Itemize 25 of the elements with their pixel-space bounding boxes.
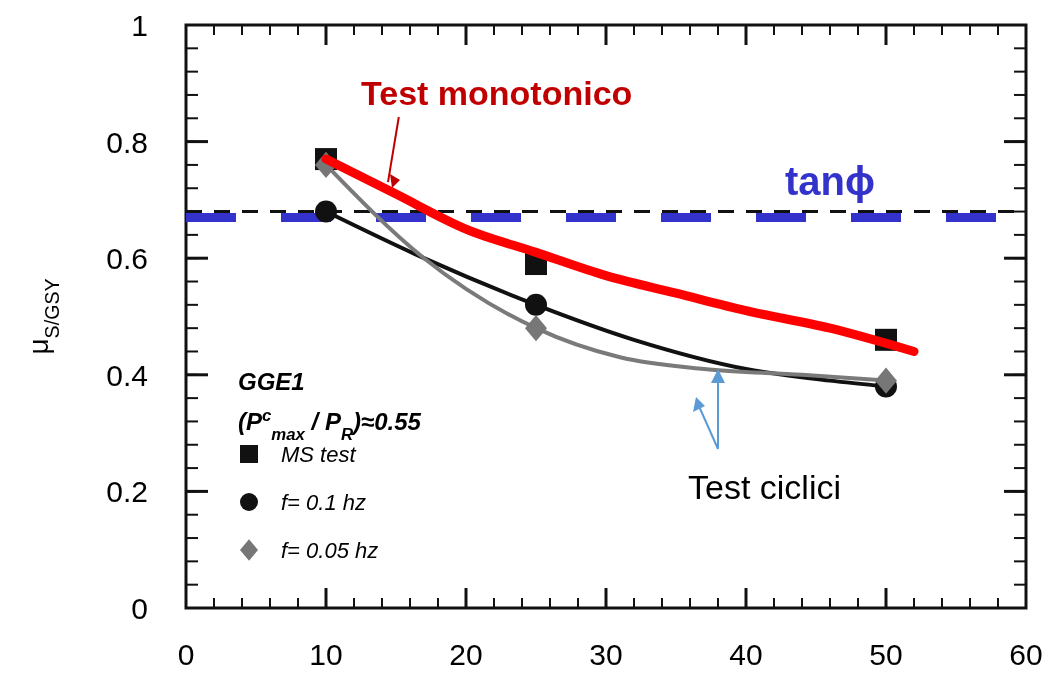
y-tick-label: 0.6 — [106, 242, 148, 276]
legend-label: MS test — [281, 442, 357, 467]
annotation: Test ciclici — [688, 467, 842, 506]
legend-label: f= 0.05 hz — [281, 538, 379, 563]
ref-line-label: tanϕ — [785, 159, 875, 204]
legend-title: GGE1 — [238, 368, 305, 395]
annotation: (P$^{c}$$_{max}$ / P$_{R}$)≈0.55 — [238, 405, 422, 444]
point — [875, 367, 897, 394]
x-tick-label: 40 — [729, 638, 763, 671]
y-tick-label: 0 — [131, 592, 148, 625]
point — [525, 314, 547, 342]
y-tick-label: 0.2 — [106, 475, 148, 509]
y-tick-label: 0.4 — [106, 358, 148, 392]
legend-label: f= 0.1 hz — [281, 490, 367, 515]
series-label: Test monotonico — [361, 74, 633, 112]
point — [315, 200, 337, 223]
x-tick-label: 60 — [1009, 638, 1043, 671]
x-tick-label: 10 — [309, 638, 343, 671]
y-tick-label: 0.8 — [106, 125, 148, 159]
y-tick-label: 1 — [131, 9, 148, 42]
x-tick-label: 30 — [589, 638, 623, 671]
x-tick-label: 20 — [449, 638, 483, 671]
x-tick-label: 50 — [869, 638, 903, 671]
x-tick-label: 0 — [177, 638, 195, 671]
point — [525, 293, 547, 316]
